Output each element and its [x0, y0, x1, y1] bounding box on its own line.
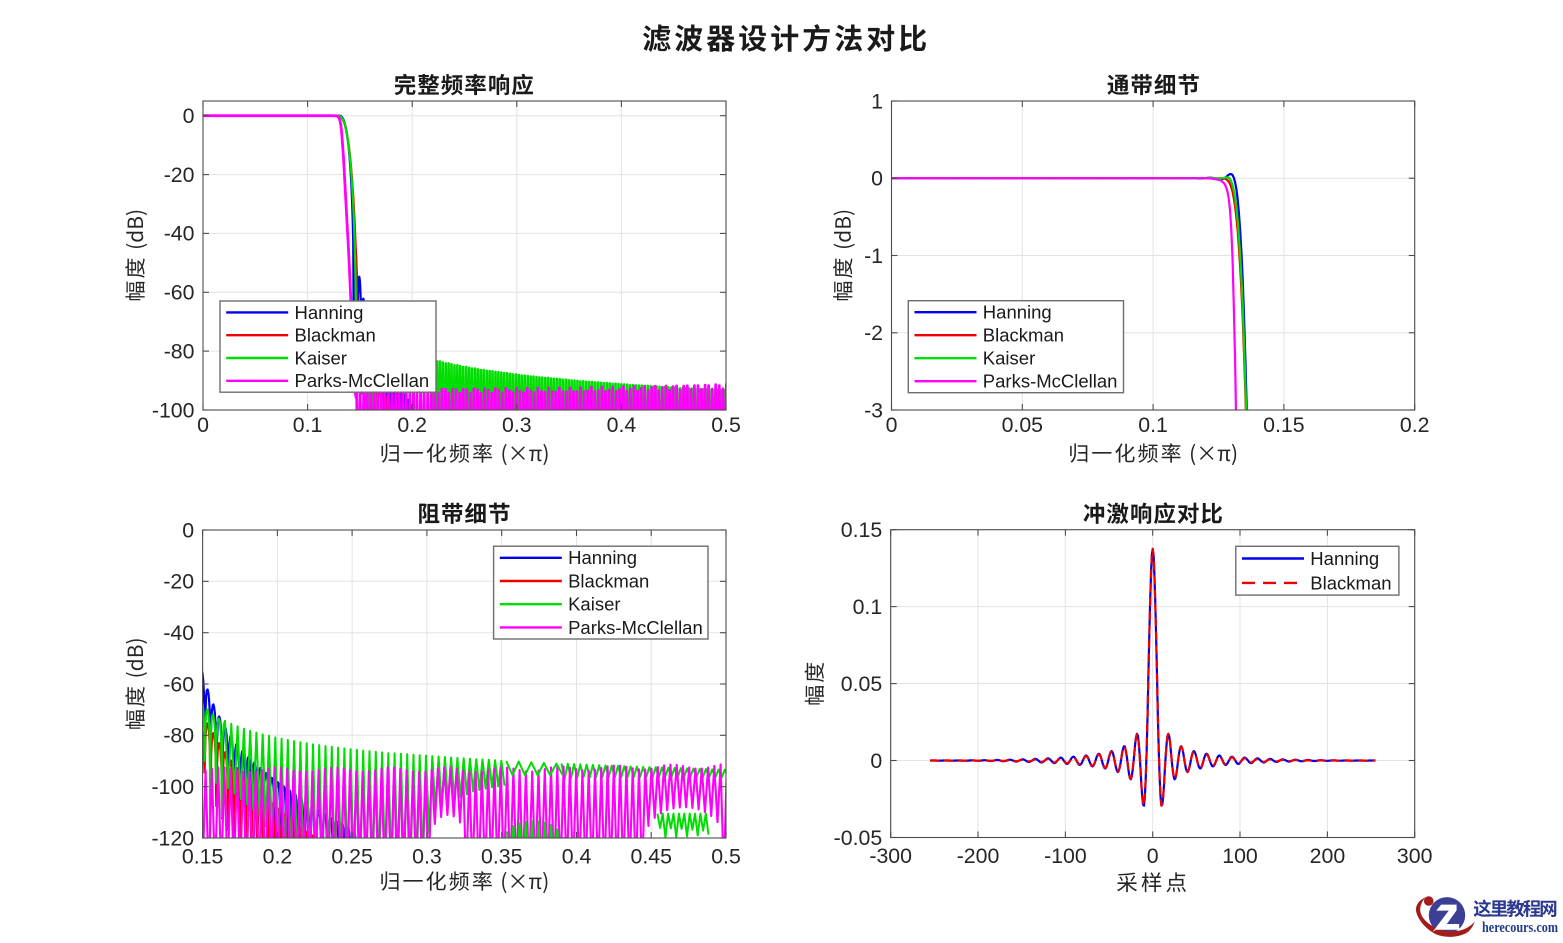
svg-text:0.15: 0.15 — [1263, 413, 1304, 437]
svg-text:-60: -60 — [163, 672, 194, 696]
svg-text:-60: -60 — [164, 281, 195, 305]
svg-text:0.05: 0.05 — [1002, 413, 1043, 437]
svg-text:-0.05: -0.05 — [834, 826, 883, 850]
svg-text:-300: -300 — [869, 844, 912, 868]
svg-text:1: 1 — [871, 89, 883, 113]
svg-text:-200: -200 — [957, 844, 1000, 868]
svg-text:0.15: 0.15 — [182, 844, 223, 868]
svg-text:200: 200 — [1310, 844, 1346, 868]
svg-text:0.2: 0.2 — [1400, 413, 1430, 437]
svg-text:0.05: 0.05 — [841, 672, 882, 696]
svg-text:-100: -100 — [1044, 844, 1087, 868]
svg-text:-120: -120 — [151, 826, 194, 850]
svg-text:Parks-McClellan: Parks-McClellan — [568, 617, 703, 638]
svg-text:0.1: 0.1 — [1138, 413, 1168, 437]
svg-text:Hanning: Hanning — [568, 547, 637, 568]
svg-text:Hanning: Hanning — [295, 302, 364, 323]
svg-text:-80: -80 — [164, 339, 195, 363]
svg-text:0: 0 — [183, 104, 195, 128]
svg-text:0: 0 — [1147, 844, 1159, 868]
svg-text:Hanning: Hanning — [983, 302, 1052, 323]
svg-text:Blackman: Blackman — [568, 570, 649, 591]
svg-text:-2: -2 — [864, 321, 883, 345]
svg-text:0: 0 — [871, 167, 883, 191]
svg-text:100: 100 — [1222, 844, 1258, 868]
svg-text:Kaiser: Kaiser — [295, 347, 347, 368]
svg-text:Hanning: Hanning — [1310, 548, 1379, 569]
svg-text:0.1: 0.1 — [853, 595, 883, 619]
svg-text:0: 0 — [870, 749, 882, 773]
svg-text:-3: -3 — [864, 398, 883, 422]
svg-text:0: 0 — [886, 413, 898, 437]
svg-text:Blackman: Blackman — [983, 325, 1064, 346]
svg-text:herecours.com: herecours.com — [1482, 920, 1558, 936]
svg-text:0.45: 0.45 — [630, 844, 671, 868]
svg-text:-100: -100 — [151, 775, 194, 799]
svg-text:0: 0 — [182, 518, 194, 542]
svg-text:0.1: 0.1 — [293, 413, 323, 437]
svg-text:0.2: 0.2 — [397, 413, 427, 437]
svg-text:-100: -100 — [152, 398, 195, 422]
svg-text:-40: -40 — [163, 621, 194, 645]
svg-text:0.35: 0.35 — [481, 844, 522, 868]
svg-text:-80: -80 — [163, 724, 194, 748]
svg-text:0.15: 0.15 — [841, 518, 882, 542]
svg-text:Kaiser: Kaiser — [568, 594, 620, 615]
svg-text:0.2: 0.2 — [263, 844, 293, 868]
svg-text:0: 0 — [197, 413, 209, 437]
svg-text:-1: -1 — [864, 244, 883, 268]
svg-text:0.4: 0.4 — [562, 844, 592, 868]
svg-text:0.3: 0.3 — [502, 413, 532, 437]
svg-text:Blackman: Blackman — [295, 325, 376, 346]
svg-text:0.3: 0.3 — [412, 844, 442, 868]
svg-text:0.25: 0.25 — [331, 844, 372, 868]
svg-text:Kaiser: Kaiser — [983, 348, 1035, 369]
svg-text:Parks-McClellan: Parks-McClellan — [295, 370, 430, 391]
svg-text:300: 300 — [1397, 844, 1433, 868]
svg-text:-40: -40 — [164, 222, 195, 246]
svg-text:0.5: 0.5 — [711, 844, 741, 868]
svg-text:-20: -20 — [164, 163, 195, 187]
svg-text:Blackman: Blackman — [1310, 572, 1391, 593]
svg-text:0.5: 0.5 — [711, 413, 741, 437]
svg-text:0.4: 0.4 — [607, 413, 637, 437]
svg-text:Parks-McClellan: Parks-McClellan — [983, 371, 1118, 392]
svg-text:-20: -20 — [163, 570, 194, 594]
